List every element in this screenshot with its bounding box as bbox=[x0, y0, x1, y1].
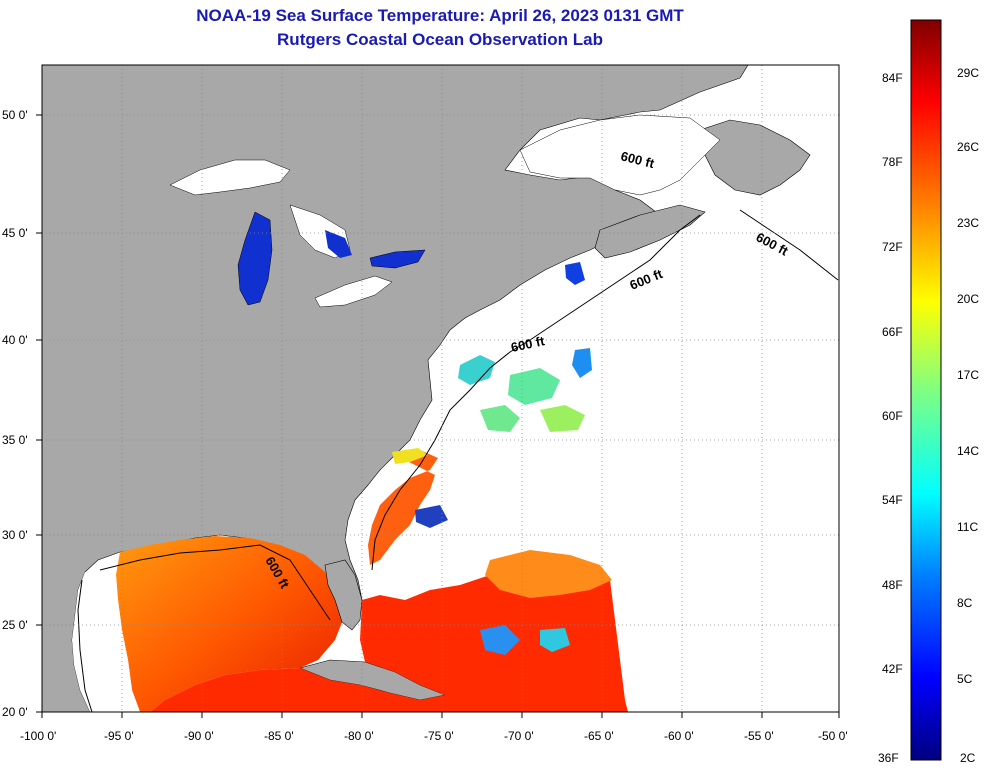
colorbar-label-f: 60F bbox=[882, 409, 903, 423]
sst-gulf-of-mexico bbox=[116, 536, 345, 712]
sst-blue-patch bbox=[415, 505, 448, 528]
lat-tick-label: 20 0' bbox=[2, 705, 28, 719]
colorbar-label-c: 23C bbox=[957, 216, 979, 230]
colorbar-label-f: 72F bbox=[882, 240, 903, 254]
colorbar-label-c: 20C bbox=[957, 292, 979, 306]
sst-bahamas-caribbean bbox=[150, 565, 628, 712]
land-florida bbox=[324, 559, 363, 631]
lon-tick-label: -75 0' bbox=[424, 729, 454, 743]
colorbar-label-f: 48F bbox=[882, 578, 903, 592]
contour-label: 600 ft bbox=[510, 333, 547, 355]
colorbar-label-c: 8C bbox=[957, 596, 973, 610]
lat-tick-label: 35 0' bbox=[2, 433, 28, 447]
lon-tick-label: -60 0' bbox=[664, 729, 694, 743]
colorbar-label-f: 66F bbox=[882, 325, 903, 339]
colorbar-label-f: 78F bbox=[882, 155, 903, 169]
contour-600ft bbox=[77, 209, 839, 712]
lat-tick-label: 40 0' bbox=[2, 333, 28, 347]
sst-cool-eddy-2 bbox=[540, 628, 570, 652]
colorbar-label-f: 84F bbox=[882, 71, 903, 85]
colorbar-label-c: 11C bbox=[957, 520, 978, 534]
colorbar bbox=[910, 19, 942, 761]
lake-huron-sst bbox=[325, 230, 352, 258]
lat-tick-label: 45 0' bbox=[2, 226, 28, 240]
colorbar-label-c: 29C bbox=[957, 66, 979, 80]
lake-superior bbox=[169, 159, 291, 196]
lat-tick-label: 25 0' bbox=[2, 618, 28, 632]
sst-yellow-strip bbox=[392, 448, 428, 464]
lon-tick-label: -65 0' bbox=[584, 729, 614, 743]
colorbar-label-c: 2C bbox=[960, 751, 976, 765]
map-title: NOAA-19 Sea Surface Temperature: April 2… bbox=[196, 6, 684, 25]
lon-tick-label: -90 0' bbox=[184, 729, 214, 743]
colorbar-label-f: 42F bbox=[882, 662, 903, 676]
sst-mid-atlantic bbox=[458, 262, 592, 432]
lat-tick-label: 30 0' bbox=[2, 528, 28, 542]
lon-tick-label: -80 0' bbox=[344, 729, 374, 743]
lon-tick-label: -100 0' bbox=[20, 729, 56, 743]
lon-tick-label: -55 0' bbox=[744, 729, 774, 743]
grid-lines bbox=[42, 65, 839, 712]
colorbar-label-f: 36F bbox=[878, 751, 899, 765]
lon-tick-label: -85 0' bbox=[264, 729, 294, 743]
lon-tick-label: -95 0' bbox=[104, 729, 134, 743]
colorbar-label-c: 26C bbox=[957, 140, 979, 154]
land-newfoundland bbox=[699, 119, 811, 196]
colorbar-label-c: 5C bbox=[957, 672, 973, 686]
map-frame bbox=[41, 64, 840, 713]
sst-atlantic-patch bbox=[485, 550, 612, 598]
colorbar-label-c: 14C bbox=[957, 444, 979, 458]
gulf-shelf-cloud bbox=[72, 572, 140, 712]
land-nova-scotia bbox=[594, 204, 706, 259]
colorbar-label-c: 17C bbox=[957, 368, 979, 382]
map-subtitle: Rutgers Coastal Ocean Observation Lab bbox=[277, 30, 603, 49]
lake-michigan bbox=[237, 211, 273, 306]
cloud-gulf-stlawrence bbox=[519, 114, 721, 196]
lon-tick-label: -50 0' bbox=[818, 729, 848, 743]
axis-ticks bbox=[36, 114, 840, 718]
colorbar-label-f: 54F bbox=[882, 493, 903, 507]
lon-tick-label: -70 0' bbox=[504, 729, 534, 743]
lat-tick-label: 50 0' bbox=[2, 108, 28, 122]
sst-cool-eddy bbox=[480, 625, 520, 655]
sst-southeast-atlantic bbox=[368, 450, 438, 565]
lake-erie bbox=[314, 275, 393, 308]
lake-ontario bbox=[369, 249, 426, 269]
